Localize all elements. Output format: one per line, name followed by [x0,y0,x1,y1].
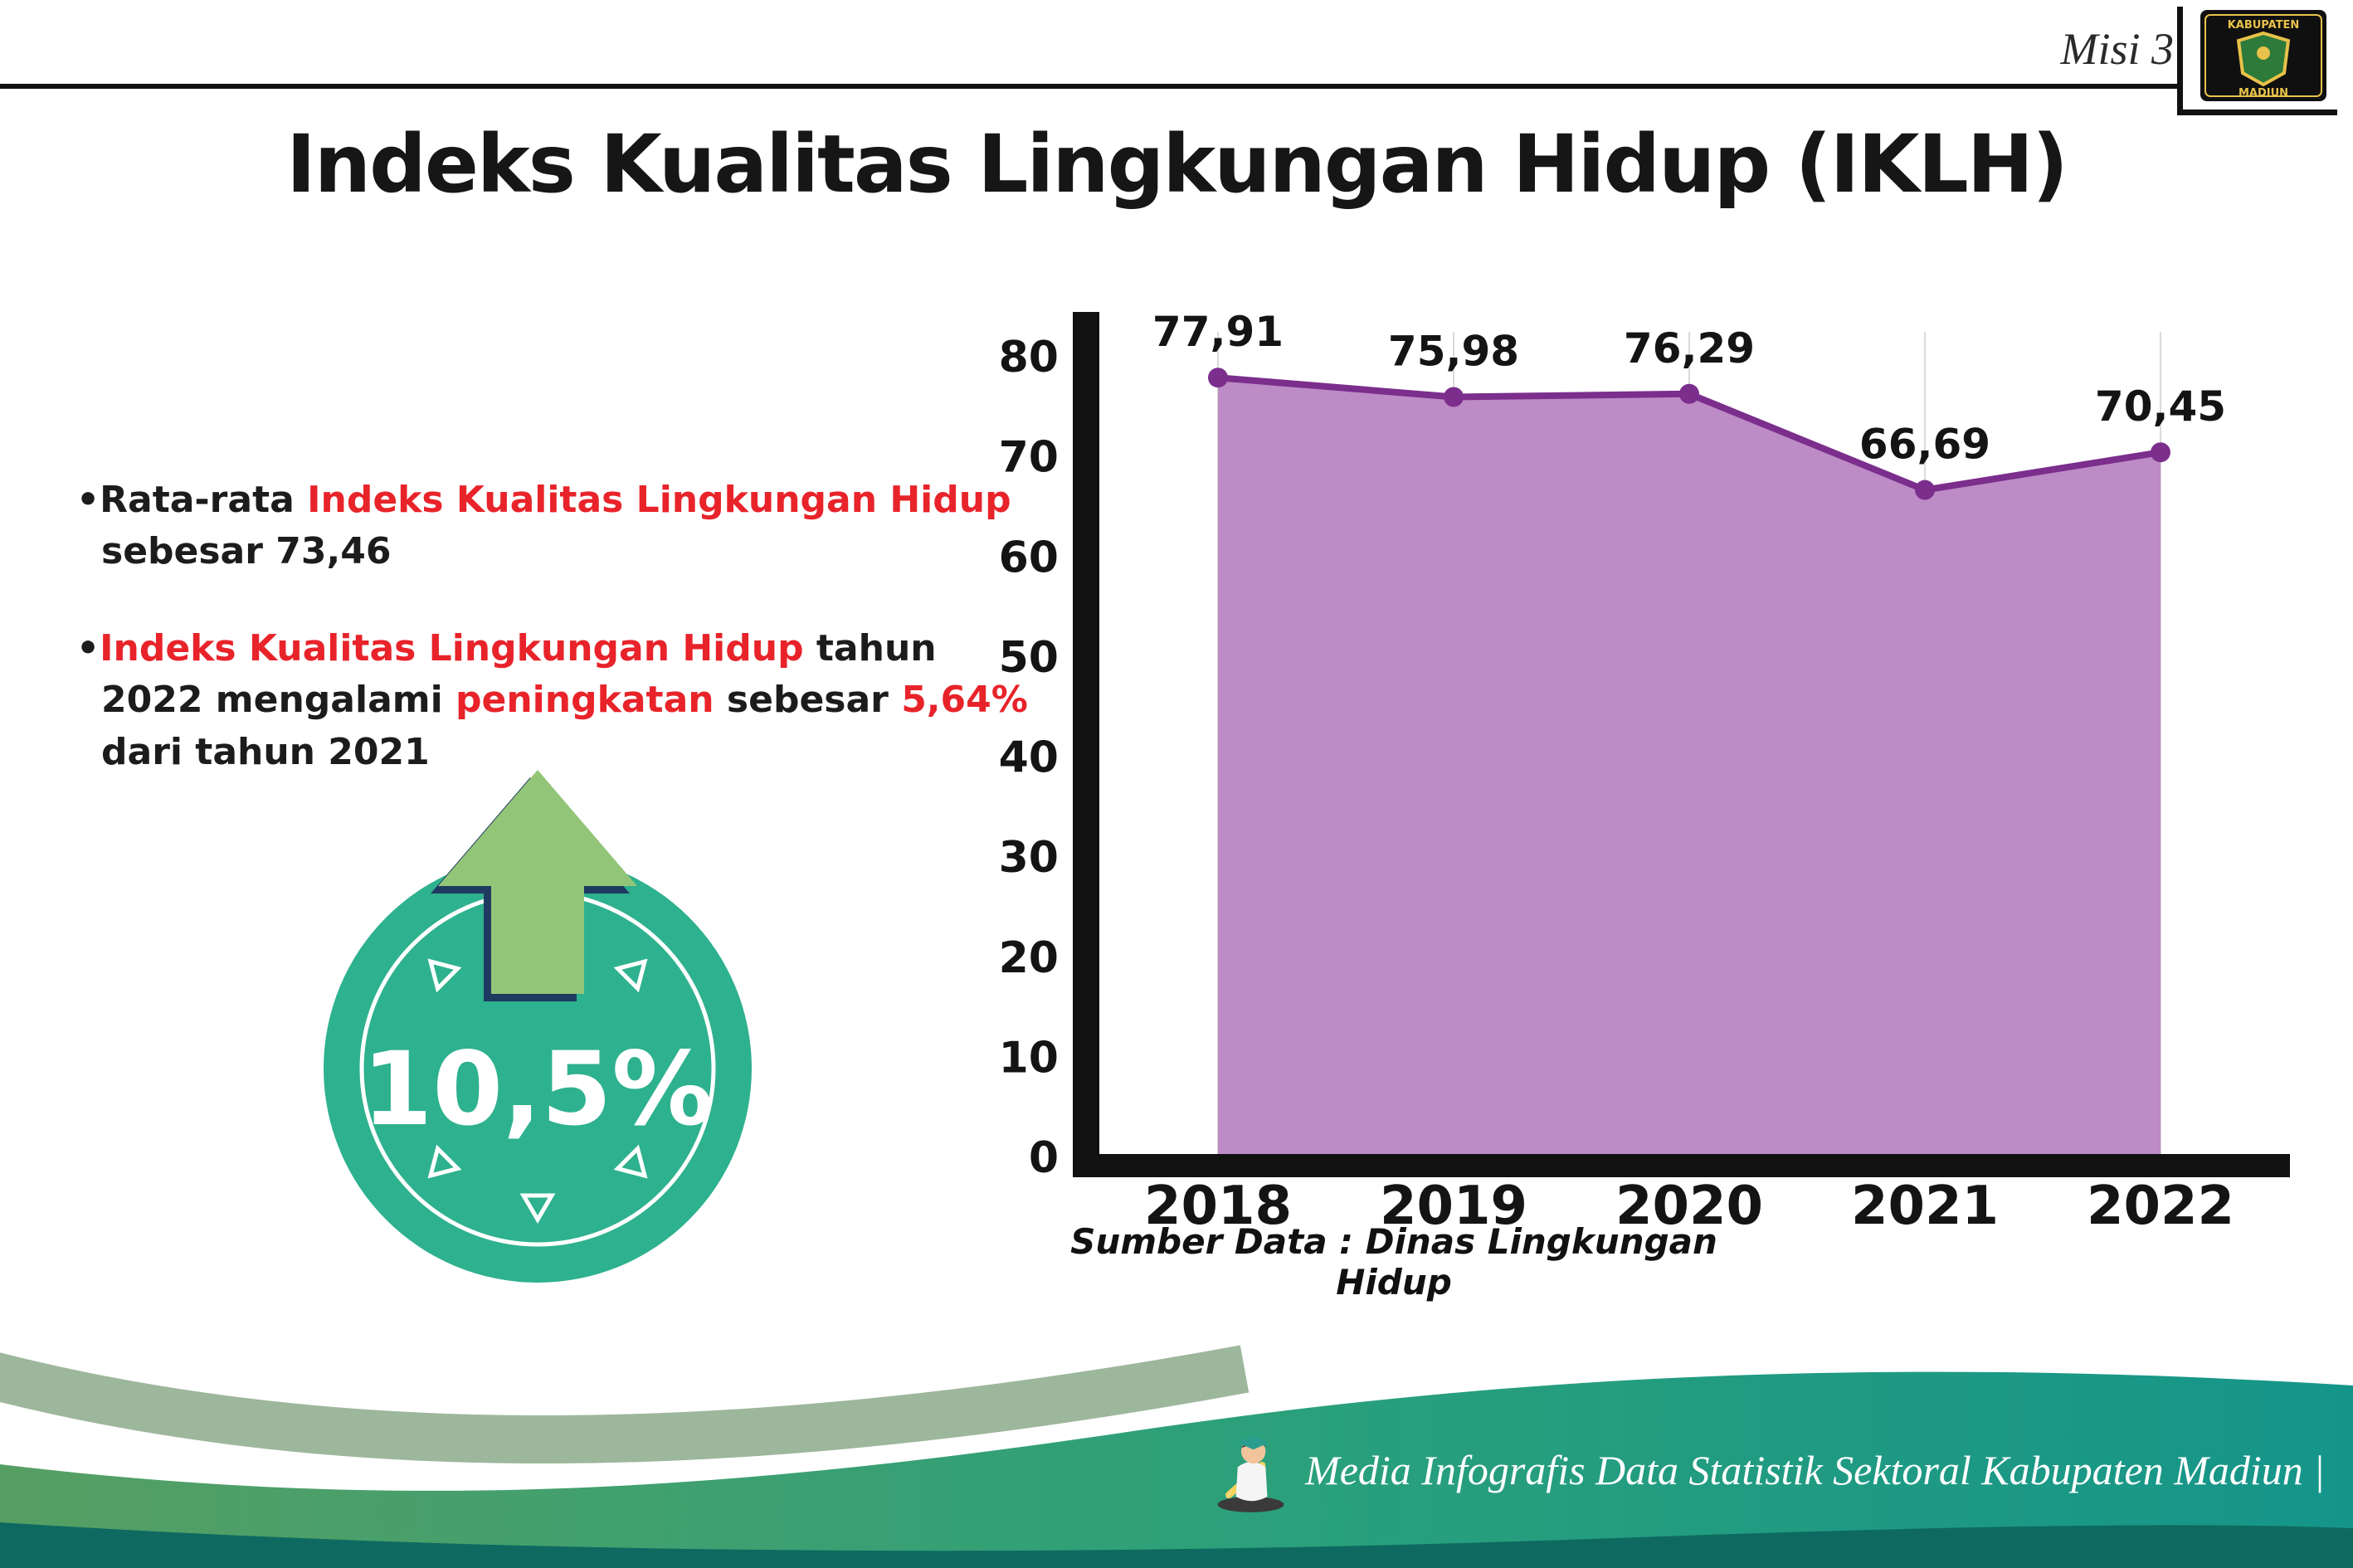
footer-waves [0,1345,2353,1568]
bullet2-highlight2: peningkatan [455,679,714,722]
data-point [2151,442,2170,463]
bullet2-percentage: 5,64% [901,679,1028,722]
up-arrow-icon [438,770,637,994]
logo-bottom-text: MADIUN [2239,87,2288,100]
y-tick-label: 30 [999,833,1059,883]
footer-caption: Media Infografis Data Statistik Sektoral… [1305,1447,2325,1493]
mascot-icon [1217,1435,1284,1512]
bullet2-text1: tahun 2022 mengalami [101,626,937,722]
badge-triangle-decorations [427,958,648,1224]
bullet-average-iklh: •Rata-rata Indeks Kualitas Lingkungan Hi… [76,475,1030,578]
misi-label: Misi 3 [2060,24,2174,74]
footer-content: Media Infografis Data Statistik Sektoral… [1211,1420,2325,1520]
iklh-area-chart: 0 10 20 30 40 50 60 70 80 77,91 75,98 76,29 66,69 70,… [979,299,2340,1311]
bullet1-highlight: Indeks Kualitas Lingkungan Hidup [307,479,1011,521]
bullet-increase-2022: •Indeks Kualitas Lingkungan Hidup tahun … [76,623,1030,778]
y-axis-bar [1073,312,1099,1177]
y-tick-label: 40 [999,733,1059,783]
y-tick-label: 70 [999,433,1059,483]
logo-top-text: KABUPATEN [2228,19,2300,32]
point-label: 77,91 [1152,308,1284,356]
data-point [1444,387,1464,407]
logo-corner-frame [2177,7,2337,115]
badge-value: 10,5% [362,1030,713,1148]
x-tick-label: 2022 [2087,1176,2234,1237]
y-tick-label: 80 [999,333,1059,382]
increase-badge: 10,5% [297,741,780,1315]
point-label: 75,98 [1388,327,1519,375]
chart-canvas: 0 10 20 30 40 50 60 70 80 77,91 75,98 76,29 66,69 70,… [999,308,2290,1237]
bullet2-text3: dari tahun 2021 [101,730,430,773]
bullet2-text2: sebesar [714,679,902,722]
x-tick-label: 2018 [1144,1176,1292,1237]
area-fill [1218,377,2161,1154]
footer-sage-wave [0,1345,1250,1463]
point-label: 76,29 [1624,324,1755,373]
y-tick-label: 0 [1029,1133,1059,1183]
y-tick-label: 20 [999,933,1059,983]
mascot-body [1235,1461,1268,1501]
y-tick-label: 60 [999,533,1059,582]
data-point [1915,480,1935,500]
summary-bullets: •Rata-rata Indeks Kualitas Lingkungan Hi… [76,475,1030,823]
logo-border [2204,14,2322,97]
x-tick-label: 2021 [1851,1176,1999,1237]
header-rule [0,84,2177,89]
mascot-base [1217,1496,1284,1512]
data-source-label: Sumber Data : Dinas Lingkungan Hidup [1070,1221,1717,1303]
logo-star [2257,46,2270,60]
bullet1-value: sebesar 73,46 [101,530,392,573]
x-axis-bar [1073,1154,2290,1177]
point-label: 66,69 [1859,421,1990,469]
bullet-marker: • [76,479,100,521]
badge-graphic: 10,5% [324,770,752,1283]
x-tick-label: 2019 [1380,1176,1527,1237]
mascot-pencil-tip [1225,1489,1233,1498]
kabupaten-madiun-logo: KABUPATEN MADIUN [2200,10,2326,101]
footer-main-band [0,1371,2353,1568]
x-tick-label: 2020 [1615,1176,1763,1237]
data-point [1208,368,1228,388]
y-tick-label: 50 [999,633,1059,683]
footer-dark-band [0,1522,2353,1568]
bullet1-text: Rata-rata [100,479,308,521]
bullet2-highlight1: Indeks Kualitas Lingkungan Hidup [100,626,804,670]
y-tick-label: 10 [999,1033,1059,1083]
bullet-marker: • [76,626,100,670]
page-title: Indeks Kualitas Lingkungan Hidup (IKLH) [286,118,2068,211]
kabupaten-madiun-crest: KABUPATEN MADIUN [2200,10,2326,101]
point-label: 70,45 [2095,382,2226,431]
data-point [1679,383,1699,404]
